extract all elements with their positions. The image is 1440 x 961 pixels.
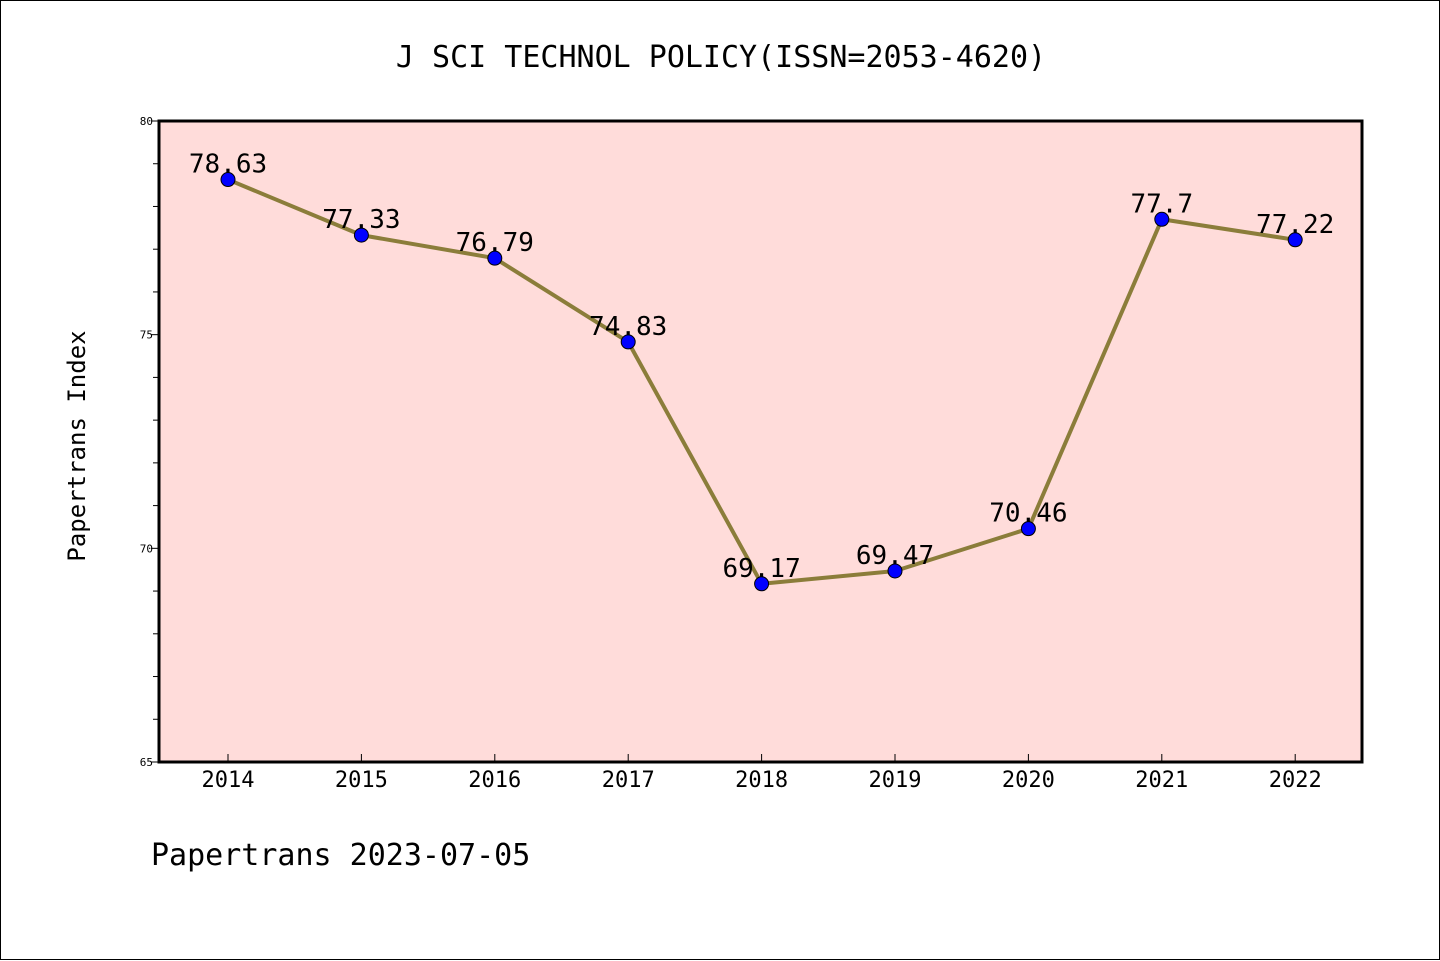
data-label: 74.83 bbox=[589, 312, 667, 342]
plot-area bbox=[157, 119, 1364, 764]
x-tick-label: 2021 bbox=[1135, 768, 1188, 793]
y-axis-ticks: 65 70 75 80 bbox=[140, 115, 159, 769]
x-tick-label: 2018 bbox=[735, 768, 788, 793]
data-label: 78.63 bbox=[189, 150, 267, 180]
x-tick-label: 2019 bbox=[869, 768, 922, 793]
y-tick-label: 80 bbox=[140, 115, 153, 128]
x-tick-label: 2020 bbox=[1002, 768, 1055, 793]
x-axis-ticks: 2014 2015 2016 2017 2018 2019 2020 2021 2022 bbox=[202, 754, 1322, 793]
data-point bbox=[1154, 211, 1170, 227]
data-label: 69.17 bbox=[722, 554, 800, 584]
x-tick-label: 2016 bbox=[468, 768, 521, 793]
y-axis-label: Papertrans Index bbox=[63, 330, 91, 561]
y-tick-label: 70 bbox=[140, 542, 153, 555]
data-point bbox=[887, 563, 903, 579]
x-tick-label: 2022 bbox=[1269, 768, 1322, 793]
data-point bbox=[353, 227, 369, 243]
data-points bbox=[220, 172, 1303, 592]
data-label: 77.7 bbox=[1130, 189, 1193, 219]
data-label: 76.79 bbox=[456, 228, 534, 258]
data-label: 77.22 bbox=[1256, 210, 1334, 240]
data-labels: 78.63 77.33 76.79 74.83 69.17 69.47 70.46 77.7 7… bbox=[189, 150, 1334, 584]
data-label: 69.47 bbox=[856, 541, 934, 571]
data-point bbox=[220, 172, 236, 188]
data-point bbox=[487, 250, 503, 266]
x-tick-label: 2014 bbox=[202, 768, 255, 793]
data-point bbox=[1287, 232, 1303, 248]
data-label: 77.33 bbox=[322, 205, 400, 235]
y-tick-label: 65 bbox=[140, 756, 153, 769]
x-tick-label: 2015 bbox=[335, 768, 388, 793]
data-point bbox=[754, 576, 770, 592]
data-label: 70.46 bbox=[989, 499, 1067, 529]
data-point bbox=[1020, 521, 1036, 537]
y-tick-label: 75 bbox=[140, 329, 153, 342]
footer-text: Papertrans 2023-07-05 bbox=[151, 838, 530, 873]
data-point bbox=[620, 334, 636, 350]
chart-title: J SCI TECHNOL POLICY(ISSN=2053-4620) bbox=[396, 40, 1046, 75]
x-tick-label: 2017 bbox=[602, 768, 655, 793]
